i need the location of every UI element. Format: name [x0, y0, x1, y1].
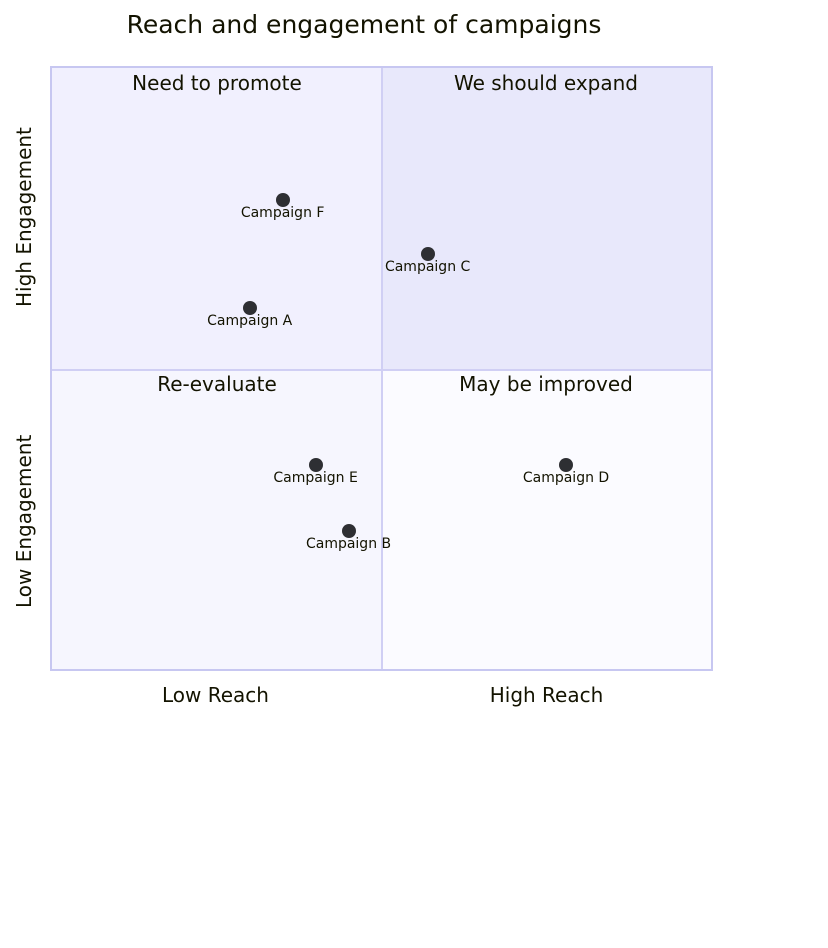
quadrant-label: We should expand	[454, 71, 638, 95]
data-point-label: Campaign C	[384, 259, 471, 276]
quadrant-re-evaluate: Re-evaluate	[52, 369, 382, 669]
data-point-label: Campaign F	[240, 205, 325, 222]
chart-title: Reach and engagement of campaigns	[126, 10, 602, 39]
data-point-label: Campaign B	[305, 535, 392, 552]
quadrant-may-be-improved: May be improved	[381, 369, 711, 669]
data-point[interactable]	[420, 247, 435, 262]
vertical-divider	[381, 68, 383, 669]
quadrant-plot-area: Need to promote We should expand Re-eval…	[50, 66, 713, 671]
data-point[interactable]	[341, 523, 356, 538]
data-point[interactable]	[559, 457, 574, 472]
quadrant-label: Re-evaluate	[157, 372, 277, 396]
y-axis-high-label: High Engagement	[12, 127, 36, 307]
x-axis-low-label: Low Reach	[162, 683, 269, 707]
quadrant-we-should-expand: We should expand	[381, 68, 711, 369]
x-axis-high-label: High Reach	[489, 683, 604, 707]
data-point-label: Campaign D	[522, 469, 610, 486]
quadrant-label: May be improved	[459, 372, 633, 396]
y-axis-low-label: Low Engagement	[12, 434, 36, 608]
data-point-label: Campaign E	[273, 469, 358, 486]
data-point-label: Campaign A	[207, 313, 293, 330]
quadrant-need-to-promote: Need to promote	[52, 68, 382, 369]
horizontal-divider	[52, 369, 711, 371]
quadrant-label: Need to promote	[132, 71, 302, 95]
data-point[interactable]	[242, 301, 257, 316]
data-point[interactable]	[308, 457, 323, 472]
data-point[interactable]	[275, 193, 290, 208]
